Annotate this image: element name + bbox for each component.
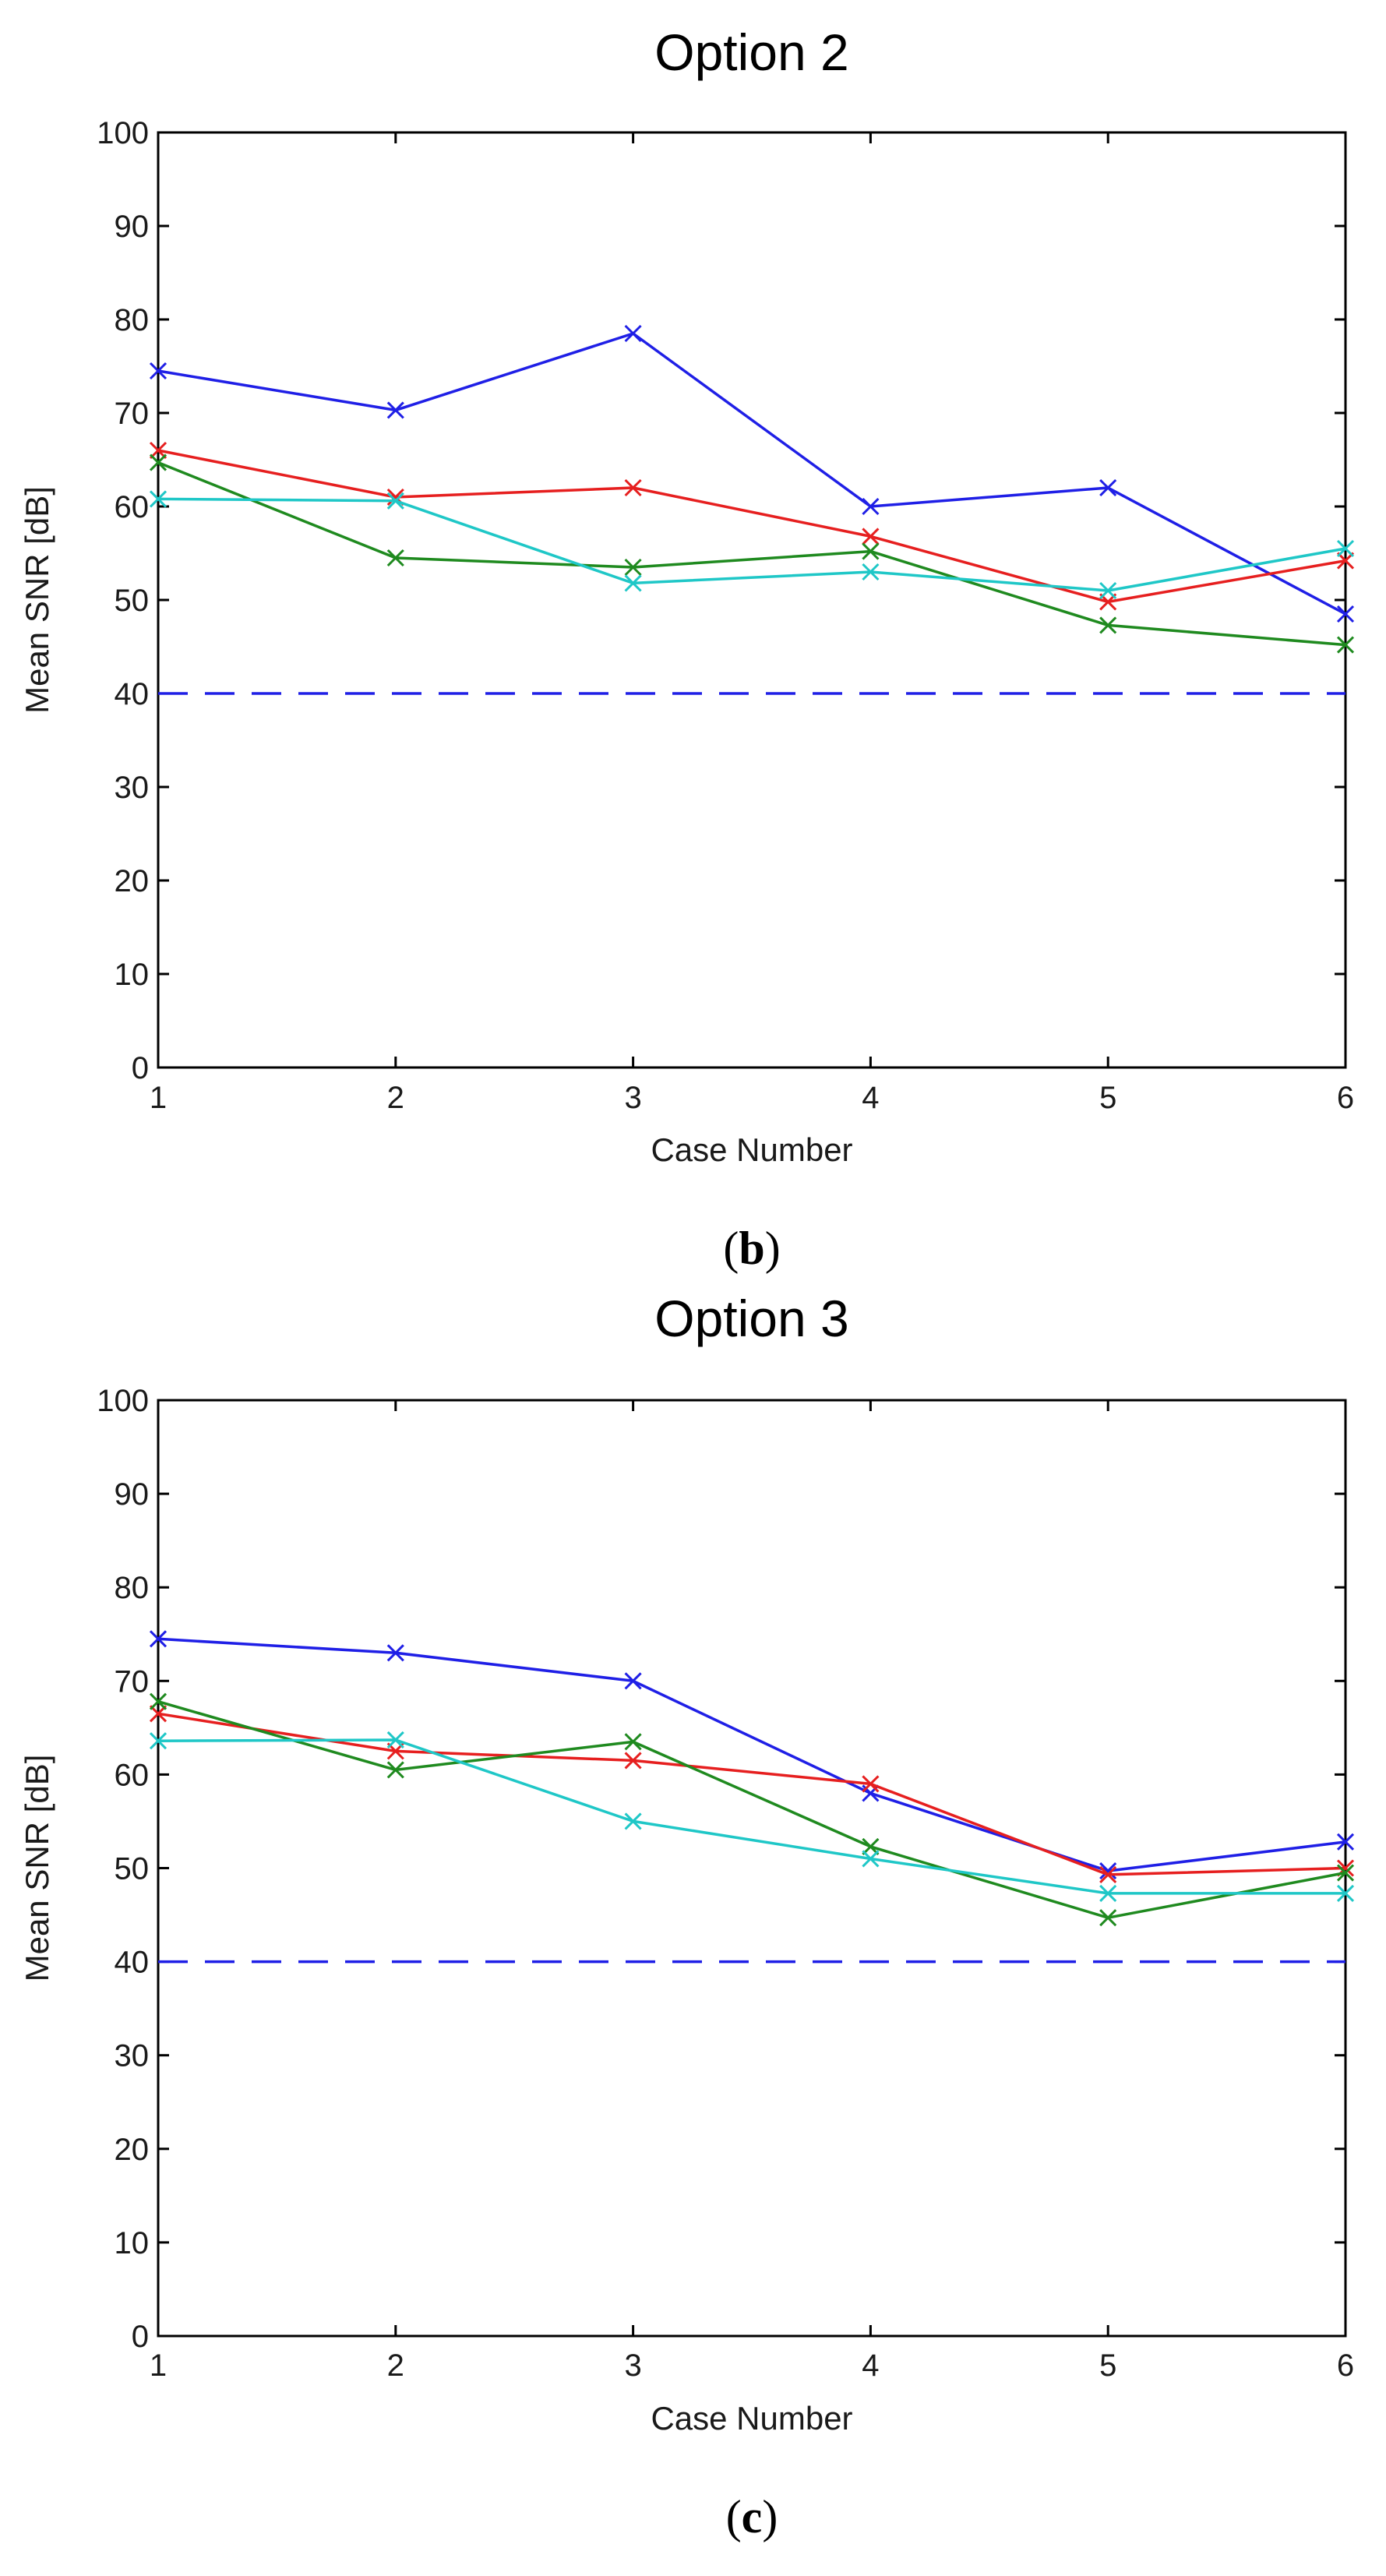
x-tick-label: 4 — [862, 2348, 879, 2383]
series-line-green — [157, 461, 1346, 647]
data-point-blue — [1336, 605, 1355, 623]
y-tick-label: 40 — [115, 677, 150, 711]
data-point-cyan — [149, 1732, 168, 1750]
x-axis-label: Case Number — [651, 1131, 852, 1168]
y-tick-label: 30 — [115, 771, 150, 805]
y-tick-label: 20 — [115, 864, 150, 898]
x-tick-label: 2 — [387, 1081, 404, 1115]
data-point-green — [624, 1733, 642, 1751]
data-point-green — [1336, 636, 1355, 654]
x-axis-label: Case Number — [651, 2400, 852, 2437]
y-tick-label: 100 — [97, 116, 149, 150]
data-point-red — [149, 1705, 168, 1723]
x-tick-label: 3 — [624, 1081, 641, 1115]
data-point-blue — [149, 362, 168, 380]
data-point-cyan — [1099, 1884, 1117, 1902]
data-point-red — [1099, 1865, 1117, 1883]
plot-area — [157, 131, 1347, 1069]
data-point-green — [1099, 1909, 1117, 1927]
data-point-blue — [862, 497, 880, 516]
data-point-green — [149, 1692, 168, 1710]
data-point-green — [624, 558, 642, 577]
y-tick-label: 0 — [132, 2320, 149, 2354]
data-point-green — [1099, 616, 1117, 634]
x-tick-label: 5 — [1099, 2348, 1116, 2383]
y-tick-label: 100 — [97, 1384, 149, 1418]
y-tick-label: 80 — [115, 1571, 150, 1605]
series-line-cyan — [157, 497, 1346, 592]
y-tick-label: 50 — [115, 584, 150, 618]
data-point-blue — [149, 1630, 168, 1648]
data-point-blue — [624, 1672, 642, 1690]
y-tick-label: 60 — [115, 1758, 150, 1792]
data-point-red — [624, 478, 642, 497]
x-tick-label: 6 — [1337, 2348, 1354, 2383]
data-point-cyan — [862, 1850, 880, 1868]
data-point-green — [386, 1761, 404, 1779]
data-point-blue — [624, 324, 642, 343]
chart-panel-option-2: Option 2 0 10 20 30 40 50 60 70 80 90 100 1 2 3 4 5 6 Case… — [19, 23, 1354, 1274]
x-tick-label: 1 — [150, 1081, 167, 1115]
data-point-blue — [1099, 1862, 1117, 1880]
y-tick-label: 0 — [132, 1051, 149, 1085]
y-tick-label: 30 — [115, 2039, 150, 2073]
y-tick-label: 10 — [115, 2226, 150, 2260]
y-tick-label: 70 — [115, 1664, 150, 1699]
data-point-green — [862, 542, 880, 560]
y-tick-label: 80 — [115, 303, 150, 337]
data-point-red — [862, 1775, 880, 1793]
data-point-red — [624, 1752, 642, 1770]
series-line-green — [157, 1700, 1346, 1919]
y-axis-label: Mean SNR [dB] — [19, 1755, 55, 1982]
panel-label: (c) — [726, 2491, 778, 2542]
data-point-cyan — [624, 1812, 642, 1830]
y-tick-label: 90 — [115, 1477, 150, 1512]
data-point-cyan — [149, 490, 168, 508]
x-tick-label: 6 — [1337, 1081, 1354, 1115]
data-point-green — [386, 549, 404, 567]
plot-area — [157, 1399, 1347, 2338]
data-point-green — [862, 1837, 880, 1855]
data-point-cyan — [1336, 1884, 1355, 1902]
y-tick-label: 70 — [115, 397, 150, 431]
y-tick-label: 40 — [115, 1946, 150, 1980]
chart-title: Option 3 — [654, 1290, 849, 1347]
data-point-green — [149, 453, 168, 471]
data-point-cyan — [386, 1731, 404, 1749]
series-line-red — [157, 1712, 1346, 1876]
x-tick-label: 2 — [387, 2348, 404, 2383]
data-point-cyan — [1336, 539, 1355, 558]
data-point-red — [149, 441, 168, 460]
y-axis-label: Mean SNR [dB] — [19, 486, 55, 714]
y-tick-label: 60 — [115, 490, 150, 524]
series-line-blue — [157, 332, 1346, 616]
data-point-cyan — [862, 563, 880, 581]
series-line-blue — [157, 1637, 1346, 1872]
data-point-cyan — [386, 492, 404, 510]
data-point-red — [1336, 552, 1355, 570]
x-tick-label: 4 — [862, 1081, 879, 1115]
x-tick-label: 1 — [150, 2348, 167, 2383]
data-point-blue — [1336, 1833, 1355, 1851]
y-tick-label: 50 — [115, 1852, 150, 1886]
chart-panel-option-3: Option 3 0 10 20 30 40 50 60 70 80 90 100 1 2 3 4 5 6 Case… — [19, 1290, 1354, 2542]
series-line-red — [157, 449, 1346, 604]
chart-title: Option 2 — [654, 23, 849, 81]
y-tick-label: 10 — [115, 958, 150, 992]
data-point-red — [862, 528, 880, 545]
y-tick-label: 90 — [115, 210, 150, 244]
y-tick-label: 20 — [115, 2133, 150, 2167]
data-point-blue — [1099, 478, 1117, 497]
x-tick-label: 5 — [1099, 1081, 1116, 1115]
data-point-green — [1336, 1864, 1355, 1882]
data-point-blue — [386, 401, 404, 419]
x-tick-label: 3 — [624, 2348, 641, 2383]
data-point-cyan — [1099, 581, 1117, 600]
panel-label: (b) — [723, 1223, 780, 1274]
data-point-blue — [386, 1644, 404, 1662]
data-point-cyan — [624, 574, 642, 592]
series-line-cyan — [157, 1738, 1345, 1895]
